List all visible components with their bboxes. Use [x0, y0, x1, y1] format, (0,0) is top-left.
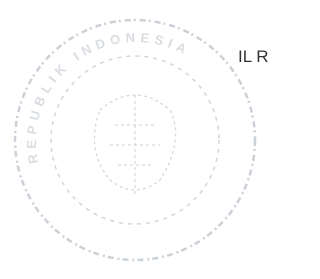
text-fragment: IL R: [238, 47, 269, 66]
paper-wash: [0, 0, 276, 279]
page: REPUBLIK INDONESIA IL R (() => { const d…: [0, 0, 320, 279]
document: REPUBLIK INDONESIA IL R: [0, 0, 276, 279]
